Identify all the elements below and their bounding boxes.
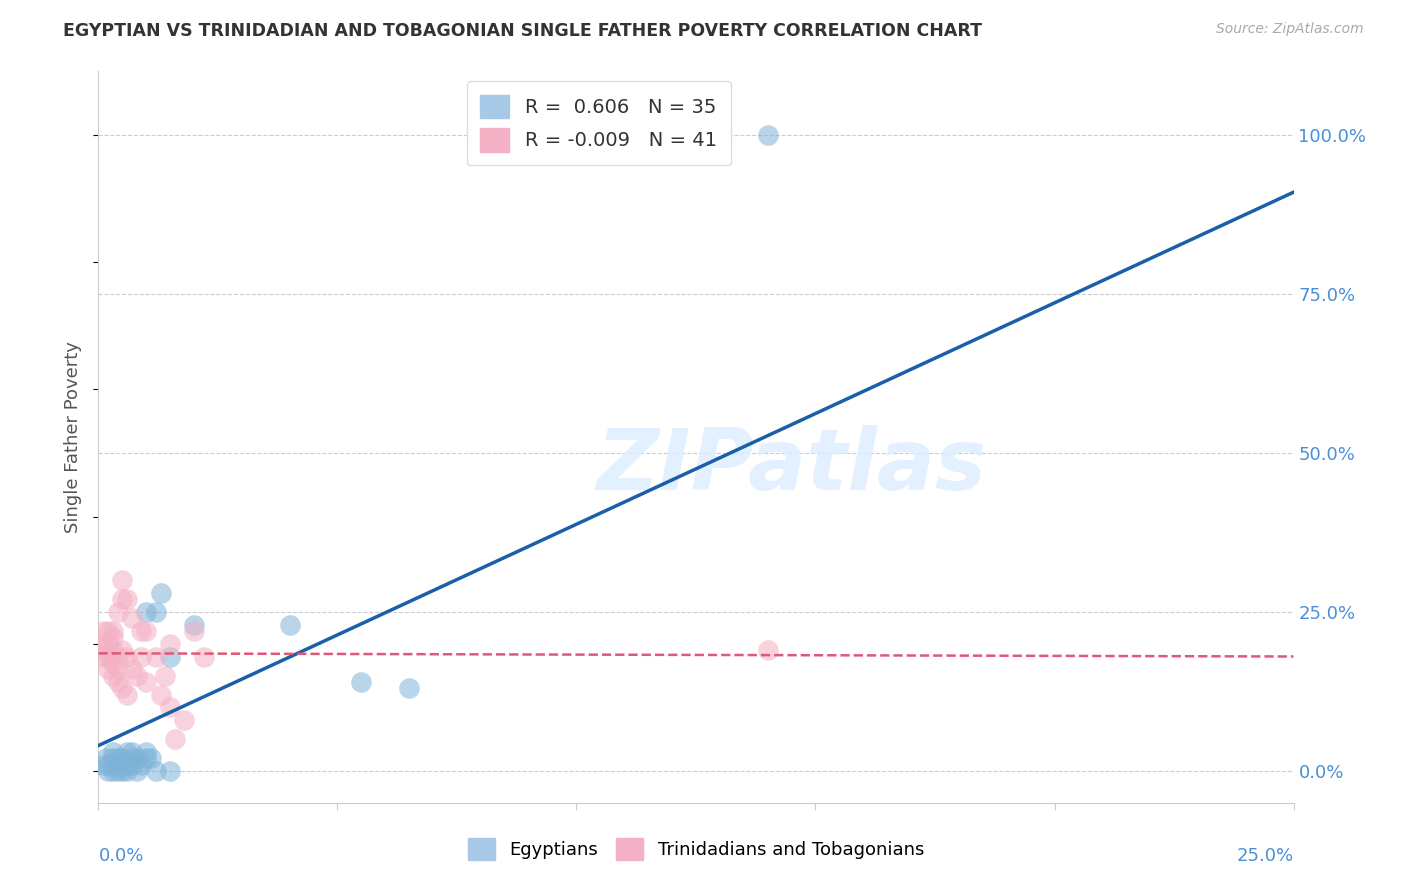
Text: 25.0%: 25.0%	[1236, 847, 1294, 865]
Point	[131, 624, 153, 638]
Point	[91, 643, 114, 657]
Point	[91, 637, 114, 651]
Point	[101, 668, 124, 682]
Point	[121, 662, 143, 676]
Point	[107, 751, 129, 765]
Point	[91, 757, 114, 772]
Point	[111, 643, 134, 657]
Point	[107, 649, 129, 664]
Point	[131, 649, 153, 664]
Point	[91, 624, 114, 638]
Point	[97, 637, 120, 651]
Point	[101, 643, 124, 657]
Point	[94, 751, 117, 765]
Point	[125, 668, 148, 682]
Point	[135, 751, 157, 765]
Point	[91, 649, 114, 664]
Point	[139, 751, 162, 765]
Point	[278, 617, 301, 632]
Point	[149, 688, 172, 702]
Point	[121, 757, 143, 772]
Point	[107, 757, 129, 772]
Text: EGYPTIAN VS TRINIDADIAN AND TOBAGONIAN SINGLE FATHER POVERTY CORRELATION CHART: EGYPTIAN VS TRINIDADIAN AND TOBAGONIAN S…	[63, 22, 983, 40]
Point	[121, 745, 143, 759]
Point	[183, 624, 205, 638]
Point	[101, 764, 124, 778]
Point	[135, 624, 157, 638]
Legend: Egyptians, Trinidadians and Tobagonians: Egyptians, Trinidadians and Tobagonians	[461, 830, 931, 867]
Point	[125, 764, 148, 778]
Point	[163, 732, 186, 747]
Point	[101, 656, 124, 670]
Point	[159, 649, 181, 664]
Point	[115, 745, 138, 759]
Point	[135, 745, 157, 759]
Point	[97, 649, 120, 664]
Point	[107, 662, 129, 676]
Point	[97, 624, 120, 638]
Point	[121, 611, 143, 625]
Point	[97, 757, 120, 772]
Point	[111, 573, 134, 587]
Point	[115, 757, 138, 772]
Text: ZIPatlas: ZIPatlas	[596, 425, 987, 508]
Point	[149, 586, 172, 600]
Point	[183, 617, 205, 632]
Point	[131, 757, 153, 772]
Point	[121, 751, 143, 765]
Point	[145, 764, 167, 778]
Point	[159, 637, 181, 651]
Point	[115, 649, 138, 664]
Point	[145, 605, 167, 619]
Point	[107, 675, 129, 690]
Point	[101, 631, 124, 645]
Point	[111, 592, 134, 607]
Point	[398, 681, 420, 696]
Point	[125, 751, 148, 765]
Point	[173, 713, 195, 727]
Point	[111, 751, 134, 765]
Point	[155, 668, 177, 682]
Point	[111, 764, 134, 778]
Point	[115, 764, 138, 778]
Text: Source: ZipAtlas.com: Source: ZipAtlas.com	[1216, 22, 1364, 37]
Point	[350, 675, 373, 690]
Point	[756, 643, 779, 657]
Point	[115, 592, 138, 607]
Point	[159, 764, 181, 778]
Point	[159, 700, 181, 714]
Point	[101, 624, 124, 638]
Point	[97, 662, 120, 676]
Point	[756, 128, 779, 142]
Y-axis label: Single Father Poverty: Single Father Poverty	[65, 341, 83, 533]
Point	[101, 751, 124, 765]
Point	[145, 649, 167, 664]
Point	[111, 681, 134, 696]
Point	[135, 605, 157, 619]
Point	[107, 764, 129, 778]
Text: 0.0%: 0.0%	[98, 847, 143, 865]
Point	[107, 605, 129, 619]
Point	[193, 649, 215, 664]
Point	[135, 675, 157, 690]
Point	[97, 764, 120, 778]
Point	[115, 688, 138, 702]
Point	[101, 745, 124, 759]
